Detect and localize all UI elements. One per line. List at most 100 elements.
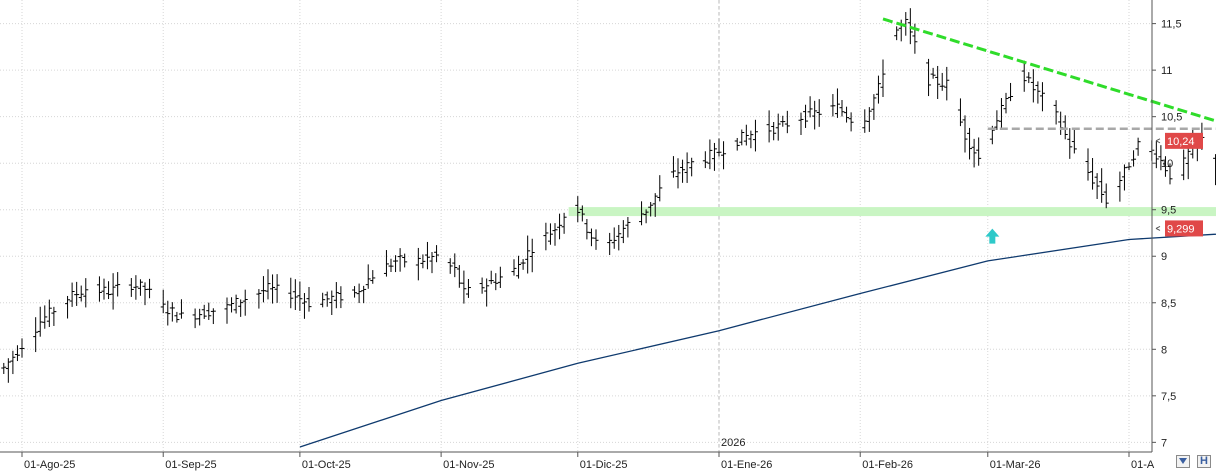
toggle-h-button[interactable] (1197, 455, 1211, 468)
ohlc-bar (511, 259, 517, 276)
ohlc-bar (206, 302, 212, 320)
ohlc-bar (862, 109, 868, 133)
ohlc-bar (352, 286, 358, 298)
ohlc-bar (643, 209, 649, 224)
scroll-down-button[interactable] (1176, 455, 1190, 468)
ohlc-bar (971, 138, 977, 168)
ohlc-bar (420, 254, 426, 269)
ohlc-bar (110, 273, 116, 310)
ohlc-bar (142, 282, 148, 306)
ohlc-bar (329, 290, 335, 316)
moving-average-line (299, 233, 1216, 448)
ohlc-bar (320, 292, 326, 308)
ohlc-bar (625, 217, 631, 238)
ohlc-bar (935, 65, 941, 99)
ohlc-bar (775, 113, 781, 141)
ohlc-bar (361, 285, 367, 304)
y-tick-label: 7 (1161, 437, 1167, 449)
ohlc-bar (465, 278, 471, 298)
ohlc-bar (680, 159, 686, 183)
y-tick-label: 9,5 (1161, 205, 1176, 217)
ohlc-bar (552, 223, 558, 246)
ohlc-bar (816, 99, 822, 127)
ohlc-bar (784, 110, 790, 134)
ohlc-bar (957, 98, 963, 127)
price-tag-box (1165, 220, 1203, 237)
price-tag-pointer-icon (1155, 138, 1161, 144)
ohlc-bar (639, 201, 645, 226)
ohlc-bar (593, 229, 599, 250)
grid: 2026 (0, 0, 1152, 452)
ohlc-bar (174, 311, 180, 323)
ohlc-bar (547, 223, 553, 245)
ohlc-bar (452, 253, 458, 278)
ohlc-bar (766, 110, 772, 143)
support-zone (568, 207, 1216, 217)
ohlc-bar (1058, 111, 1064, 135)
ohlc-bar (1094, 173, 1100, 199)
ohlc-bar (365, 264, 371, 289)
ohlc-bar (529, 238, 535, 273)
price-tag-label: 10,24 (1167, 136, 1195, 148)
ohlc-bar (169, 302, 175, 322)
ohlc-bar (51, 306, 57, 326)
y-tick-label: 10,5 (1161, 112, 1182, 124)
y-tick-label: 8 (1161, 344, 1167, 356)
ohlc-bar (297, 281, 303, 311)
ohlc-bar (780, 115, 786, 127)
ohlc-bar (5, 358, 11, 383)
ohlc-bar (844, 106, 850, 123)
ohlc-bar (415, 247, 421, 281)
ohlc-bar (575, 196, 581, 223)
y-tick-label: 11 (1161, 65, 1172, 77)
ohlc-bar (288, 277, 294, 309)
ohlc-bar (752, 119, 758, 152)
ohlc-bar (557, 213, 563, 240)
ohlc-bar (1153, 141, 1159, 169)
ohlc-bar (101, 278, 107, 300)
ohlc-bar (734, 137, 740, 151)
ohlc-bar (743, 124, 749, 146)
ohlc-bar (748, 130, 754, 149)
ohlc-bar (807, 96, 813, 118)
ohlc-bar (1053, 100, 1059, 125)
ohlc-bar (1185, 145, 1191, 180)
ohlc-bar (739, 129, 745, 146)
ohlc-bar (397, 248, 403, 272)
ohlc-bar (1167, 163, 1173, 185)
ohlc-bar (834, 88, 840, 118)
moving-average-path (299, 233, 1216, 448)
ohlc-bar (356, 283, 362, 304)
marker-arrow-icon (985, 228, 1000, 244)
ohlc-bar (930, 67, 936, 79)
ohlc-bar (333, 282, 339, 309)
x-tick-label: 01-Oct-25 (302, 459, 351, 471)
x-axis-ticks: 01-Ago-25 01-Sep-25 01-Oct-25 01-Nov-25 01-D… (24, 459, 1155, 471)
y-axis-ticks: 7 7,5 8 8,5 9 9,5 10 10,5 11 11,5 (1161, 19, 1182, 450)
ohlc-bar (830, 94, 836, 117)
axes (0, 0, 1156, 457)
ohlc-bar (229, 297, 235, 313)
y-tick-label: 7,5 (1161, 391, 1176, 403)
ohlc-bar (78, 285, 84, 302)
ohlc-bar (803, 104, 809, 128)
price-tags: 10,24 9,299 (1155, 132, 1203, 237)
ohlc-bar (338, 286, 344, 309)
ohlc-bar (42, 305, 48, 329)
ohlc-bar (137, 279, 143, 296)
ohlc-bar (46, 299, 52, 328)
ohlc-bar (265, 269, 271, 300)
ohlc-bar (967, 127, 973, 160)
ohlc-bar (1135, 137, 1141, 156)
ohlc-bar (1181, 149, 1187, 181)
ohlc-bar (1030, 69, 1036, 103)
ohlc-bar (1008, 82, 1014, 102)
x-tick-label: 01-Dic-25 (580, 459, 628, 471)
y-tick-label: 11,5 (1161, 19, 1182, 31)
ohlc-bar (525, 235, 531, 274)
ohlc-bar (493, 273, 499, 291)
ohlc-bar (324, 291, 330, 307)
ohlc-bar (270, 274, 276, 304)
ohlc-bar (516, 255, 522, 279)
ohlc-bar (192, 308, 198, 329)
